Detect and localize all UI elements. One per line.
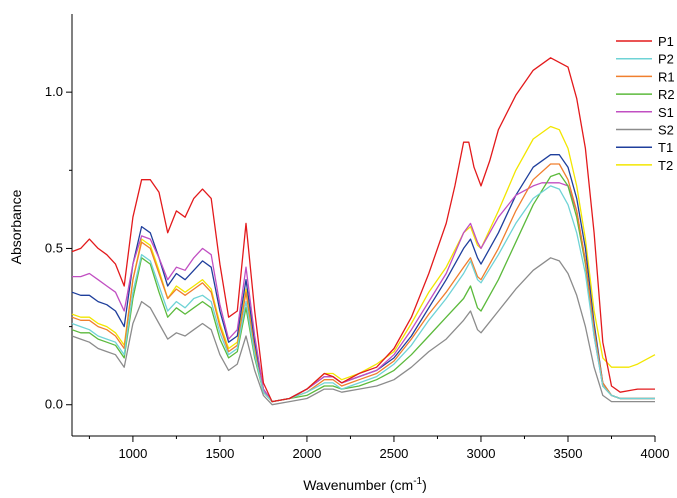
x-axis-label-close: ) (422, 477, 427, 493)
series-line-s2 (71, 257, 655, 406)
x-tick-label: 2500 (379, 446, 408, 461)
series-line-p1 (71, 57, 655, 403)
legend-label-r1: R1 (658, 69, 675, 84)
series-line-s1 (72, 182, 655, 403)
series-line-r2 (71, 172, 655, 403)
legend-label-p2: P2 (658, 52, 674, 67)
legend-label-t2: T2 (658, 158, 673, 173)
series-line-p2 (71, 185, 655, 403)
y-tick-label: 0.0 (45, 397, 63, 412)
x-tick-label: 1500 (205, 446, 234, 461)
series-group (71, 57, 656, 406)
legend-label-p1: P1 (658, 34, 674, 49)
x-axis-label-main: Wavenumber (cm (303, 477, 413, 493)
legend-label-r2: R2 (658, 87, 675, 102)
y-ticks: 0.0 0.5 1.0 (45, 84, 72, 412)
x-tick-label: 3500 (554, 446, 583, 461)
x-tick-label: 3000 (467, 446, 496, 461)
x-tick-label: 1000 (118, 446, 147, 461)
legend-label-s2: S2 (658, 123, 674, 138)
x-tick-label: 2000 (292, 446, 321, 461)
x-tick-label: 4000 (641, 446, 670, 461)
x-axis-label: Wavenumber (cm-1) (303, 476, 427, 493)
y-tick-label: 0.5 (45, 240, 63, 255)
x-axis-label-superscript: -1 (413, 476, 422, 487)
legend-label-t1: T1 (658, 140, 673, 155)
series-line-t2 (71, 125, 656, 403)
legend-label-s1: S1 (658, 105, 674, 120)
x-ticks: 1000 1500 2000 2500 3000 3500 4000 (88, 436, 670, 461)
legend: P1 P2 R1 R2 S1 S2 T1 T2 (616, 34, 675, 173)
series-line-r1 (71, 163, 655, 403)
y-axis-label: Absorbance (8, 189, 24, 264)
y-tick-label: 1.0 (45, 84, 63, 99)
axes (71, 14, 655, 437)
